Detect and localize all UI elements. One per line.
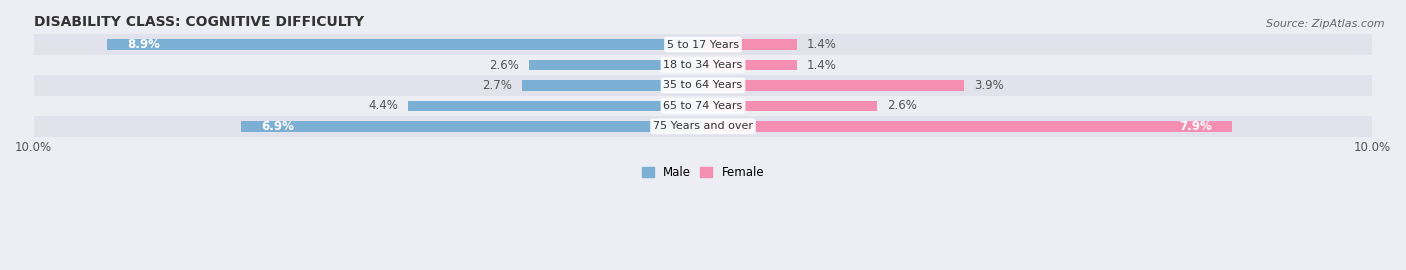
Bar: [703, 39, 797, 50]
Bar: [34, 75, 1372, 96]
Text: DISABILITY CLASS: COGNITIVE DIFFICULTY: DISABILITY CLASS: COGNITIVE DIFFICULTY: [34, 15, 364, 29]
Text: Source: ZipAtlas.com: Source: ZipAtlas.com: [1267, 19, 1385, 29]
Text: 6.9%: 6.9%: [262, 120, 294, 133]
Legend: Male, Female: Male, Female: [637, 161, 769, 184]
Text: 4.4%: 4.4%: [368, 99, 398, 112]
Bar: [409, 101, 703, 111]
Bar: [522, 80, 703, 91]
Bar: [107, 39, 703, 50]
Bar: [703, 121, 1232, 132]
Text: 1.4%: 1.4%: [807, 59, 837, 72]
Bar: [703, 60, 797, 70]
Text: 35 to 64 Years: 35 to 64 Years: [664, 80, 742, 90]
Bar: [529, 60, 703, 70]
Text: 3.9%: 3.9%: [974, 79, 1004, 92]
Text: 8.9%: 8.9%: [128, 38, 160, 51]
Text: 1.4%: 1.4%: [807, 38, 837, 51]
Text: 5 to 17 Years: 5 to 17 Years: [666, 40, 740, 50]
Text: 2.6%: 2.6%: [489, 59, 519, 72]
Bar: [34, 116, 1372, 137]
Text: 75 Years and over: 75 Years and over: [652, 122, 754, 131]
Text: 2.6%: 2.6%: [887, 99, 917, 112]
Bar: [34, 34, 1372, 55]
Bar: [703, 101, 877, 111]
Text: 65 to 74 Years: 65 to 74 Years: [664, 101, 742, 111]
Bar: [703, 80, 965, 91]
Text: 2.7%: 2.7%: [482, 79, 512, 92]
Text: 18 to 34 Years: 18 to 34 Years: [664, 60, 742, 70]
Bar: [240, 121, 703, 132]
Bar: [34, 55, 1372, 75]
Bar: [34, 96, 1372, 116]
Text: 7.9%: 7.9%: [1180, 120, 1212, 133]
